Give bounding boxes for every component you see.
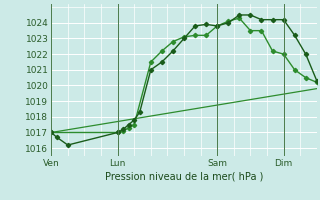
X-axis label: Pression niveau de la mer( hPa ): Pression niveau de la mer( hPa ): [105, 172, 263, 182]
